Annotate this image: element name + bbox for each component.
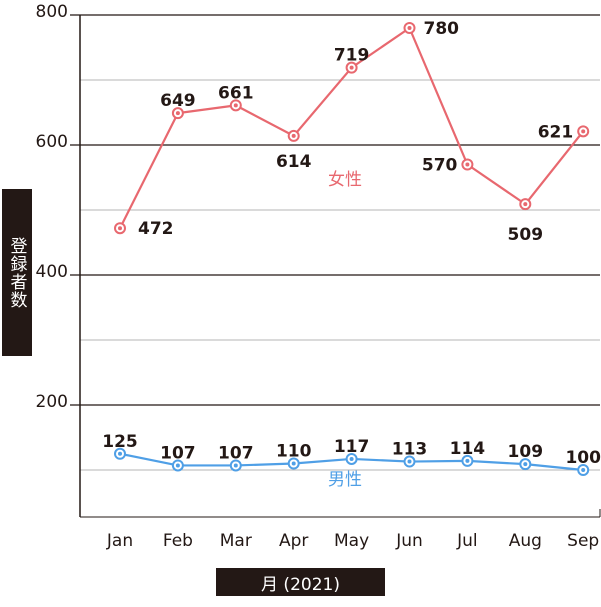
- data-label-female-jun: 780: [424, 19, 460, 39]
- data-labels: 472 649 661 614 719 780 570 509 621 女性 125 107 107 11…: [102, 19, 601, 490]
- axes: [79, 15, 601, 518]
- data-point-dot: [465, 458, 470, 463]
- data-point-dot: [233, 463, 238, 468]
- series-label-male: 男性: [328, 470, 362, 490]
- y-tick-label-800: 800: [36, 2, 68, 22]
- y-tick-label-400: 400: [36, 262, 68, 282]
- x-tick-label-jul: Jul: [456, 531, 478, 551]
- data-label-female-may: 719: [334, 46, 370, 66]
- data-label-male-apr: 110: [276, 442, 312, 462]
- x-tick-label-feb: Feb: [163, 531, 193, 551]
- x-tick-label-sep: Sep: [567, 531, 599, 551]
- series: [114, 22, 590, 476]
- data-point-dot: [118, 226, 122, 231]
- gridlines: [70, 14, 600, 471]
- x-tick-label-mar: Mar: [220, 531, 252, 551]
- data-label-female-jan: 472: [138, 219, 174, 239]
- data-label-male-may: 117: [334, 437, 370, 457]
- data-label-female-apr: 614: [276, 152, 312, 172]
- data-point-dot: [233, 103, 238, 108]
- tick-labels: 200 400 600 800 Jan Feb Mar Apr May Jun Jul Aug Sep: [36, 2, 600, 551]
- data-point-dot: [349, 65, 354, 70]
- data-point-dot: [291, 133, 296, 138]
- x-tick-label-apr: Apr: [279, 531, 308, 551]
- data-point-dot: [523, 462, 528, 467]
- x-tick-label-may: May: [334, 531, 369, 551]
- data-label-male-jul: 114: [450, 439, 486, 459]
- data-point-dot: [523, 202, 528, 207]
- y-tick-label-600: 600: [36, 132, 68, 152]
- data-label-female-mar: 661: [218, 83, 254, 103]
- data-point-dot: [175, 463, 180, 468]
- y-axis-label: 登録者数: [2, 189, 32, 356]
- data-label-male-aug: 109: [508, 442, 544, 462]
- x-tick-label-jun: Jun: [395, 531, 423, 551]
- data-point-dot: [407, 459, 412, 464]
- data-point-dot: [118, 451, 122, 456]
- data-point-dot: [291, 461, 296, 466]
- x-tick-label-jan: Jan: [106, 531, 133, 551]
- data-label-male-sep: 100: [565, 448, 601, 468]
- data-label-female-jul: 570: [422, 156, 458, 176]
- data-point-dot: [175, 111, 180, 116]
- x-tick-label-aug: Aug: [509, 531, 542, 551]
- data-point-dot: [465, 162, 470, 167]
- data-point-dot: [581, 468, 586, 472]
- data-label-male-jan: 125: [102, 432, 138, 452]
- data-point-dot: [349, 456, 354, 461]
- data-point-dot: [407, 26, 412, 30]
- series-label-female: 女性: [328, 170, 362, 190]
- data-label-female-feb: 649: [160, 91, 196, 111]
- data-label-male-feb: 107: [160, 443, 196, 463]
- data-label-female-sep: 621: [538, 122, 574, 142]
- x-axis-label: 月 (2021): [216, 568, 385, 596]
- data-point-dot: [581, 129, 586, 134]
- y-tick-label-200: 200: [36, 392, 68, 412]
- data-label-female-aug: 509: [508, 225, 544, 245]
- data-label-male-mar: 107: [218, 443, 254, 463]
- data-label-male-jun: 113: [392, 440, 428, 460]
